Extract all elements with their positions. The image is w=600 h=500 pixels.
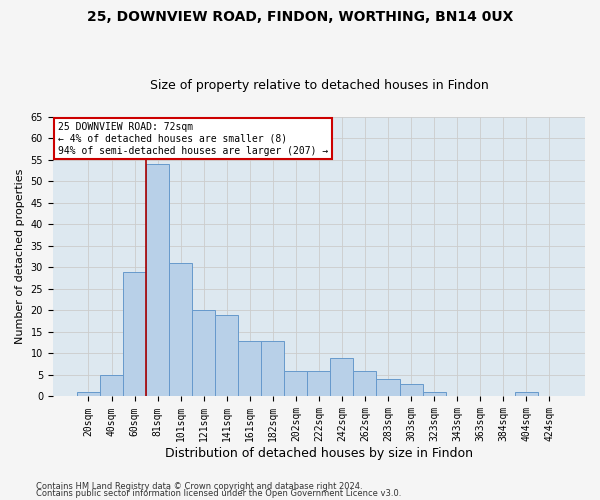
Bar — [376, 380, 400, 396]
Y-axis label: Number of detached properties: Number of detached properties — [15, 169, 25, 344]
Bar — [353, 370, 376, 396]
Bar — [331, 358, 353, 397]
Bar — [100, 375, 123, 396]
Text: Contains public sector information licensed under the Open Government Licence v3: Contains public sector information licen… — [36, 489, 401, 498]
Bar — [238, 340, 261, 396]
Text: Contains HM Land Registry data © Crown copyright and database right 2024.: Contains HM Land Registry data © Crown c… — [36, 482, 362, 491]
Title: Size of property relative to detached houses in Findon: Size of property relative to detached ho… — [149, 79, 488, 92]
Bar — [284, 370, 307, 396]
Bar — [123, 272, 146, 396]
Bar — [422, 392, 446, 396]
Bar — [515, 392, 538, 396]
Bar — [146, 164, 169, 396]
Bar — [169, 263, 192, 396]
Text: 25 DOWNVIEW ROAD: 72sqm
← 4% of detached houses are smaller (8)
94% of semi-deta: 25 DOWNVIEW ROAD: 72sqm ← 4% of detached… — [58, 122, 328, 156]
Bar — [192, 310, 215, 396]
Bar — [400, 384, 422, 396]
Bar — [261, 340, 284, 396]
Bar — [307, 370, 331, 396]
Bar — [77, 392, 100, 396]
X-axis label: Distribution of detached houses by size in Findon: Distribution of detached houses by size … — [165, 447, 473, 460]
Text: 25, DOWNVIEW ROAD, FINDON, WORTHING, BN14 0UX: 25, DOWNVIEW ROAD, FINDON, WORTHING, BN1… — [87, 10, 513, 24]
Bar — [215, 314, 238, 396]
